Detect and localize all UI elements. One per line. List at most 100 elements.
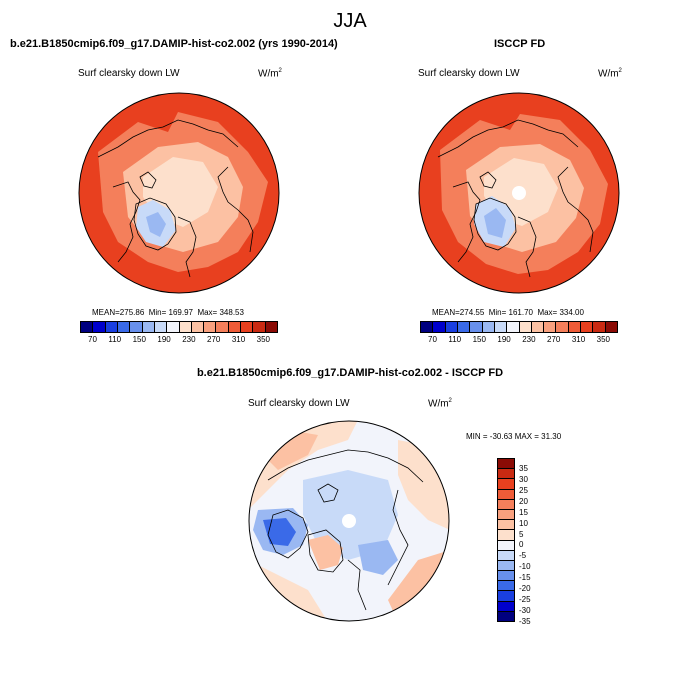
colorbar-tick-label: 70	[88, 335, 97, 344]
colorbar-swatch	[498, 581, 514, 592]
colorbar-swatch	[498, 611, 514, 621]
colorbar-tick-label: -15	[519, 573, 531, 583]
diff-panel-title: b.e21.B1850cmip6.f09_g17.DAMIP-hist-co2.…	[196, 367, 504, 379]
diff-field-europe-cool	[358, 540, 398, 575]
colorbar-swatch	[142, 322, 155, 332]
obs-map-border	[418, 92, 620, 294]
colorbar-tick-label: 15	[519, 507, 528, 517]
colorbar-swatch	[556, 322, 569, 332]
colorbar-swatch	[498, 469, 514, 480]
colorbar-tick-label: 230	[522, 335, 536, 344]
obs-pole-hole	[512, 186, 526, 200]
diff-colorbar-ticks: 35 30 25 20 15 10 5 0 -5 -10 -15 -20 -25 -30 -35	[519, 458, 531, 632]
colorbar-tick-label: 350	[596, 335, 610, 344]
diff-map-border	[248, 420, 450, 622]
model-colorbar-ticks: 70 110 150 190 230 270 310 350	[80, 333, 278, 344]
colorbar-tick-label: 0	[519, 540, 524, 550]
colorbar-tick-label: 5	[519, 529, 524, 539]
colorbar-swatch	[593, 322, 606, 332]
diff-polar-map	[248, 420, 450, 622]
colorbar-swatch	[445, 322, 458, 332]
colorbar-tick-label: 35	[519, 464, 528, 473]
model-coastlines	[97, 119, 254, 278]
colorbar-tick-label: 110	[448, 335, 462, 344]
colorbar-swatch	[105, 322, 118, 332]
colorbar-swatch	[498, 489, 514, 500]
colorbar-swatch	[498, 601, 514, 612]
colorbar-tick-label: 110	[108, 335, 122, 344]
colorbar-swatch	[498, 530, 514, 541]
colorbar-tick-label: 150	[132, 335, 146, 344]
colorbar-swatch	[93, 322, 106, 332]
colorbar-tick-label: -10	[519, 562, 531, 572]
obs-coastlines	[437, 119, 594, 278]
colorbar-tick-label: 350	[256, 335, 270, 344]
colorbar-tick-label: -5	[519, 551, 527, 561]
colorbar-swatch	[498, 550, 514, 561]
colorbar-tick-label: 310	[571, 335, 586, 344]
colorbar-swatch	[494, 322, 508, 332]
colorbar-tick-label: 30	[519, 474, 528, 484]
colorbar-swatch	[498, 560, 514, 572]
colorbar-tick-label: 150	[472, 335, 486, 344]
diff-pole-hole	[342, 514, 356, 528]
colorbar-swatch	[498, 591, 514, 602]
colorbar-swatch	[498, 540, 514, 551]
colorbar-swatch	[433, 322, 446, 332]
obs-stats: MEAN=274.55 Min= 161.70 Max= 334.00	[432, 308, 584, 317]
colorbar-swatch	[265, 322, 277, 332]
colorbar-tick-label: 270	[547, 335, 561, 344]
colorbar-swatch	[228, 322, 242, 332]
colorbar-tick-label: 310	[231, 335, 246, 344]
colorbar-swatch	[498, 479, 514, 490]
colorbar-swatch	[216, 322, 229, 332]
colorbar-swatch	[544, 322, 557, 332]
diff-units-label: W/m2	[428, 398, 452, 410]
obs-panel-title: ISCCP FD	[494, 38, 546, 50]
model-units-label: W/m2	[258, 68, 282, 80]
obs-variable-label: Surf clearsky down LW	[418, 68, 520, 79]
colorbar-tick-label: -30	[519, 605, 531, 615]
diff-field-baffin-warm	[308, 535, 343, 570]
colorbar-swatch	[605, 322, 617, 332]
colorbar-swatch	[117, 322, 131, 332]
model-polar-map	[78, 92, 280, 294]
colorbar-swatch	[421, 322, 434, 332]
colorbar-swatch	[498, 499, 514, 510]
model-colorbar-cells	[80, 321, 278, 333]
colorbar-tick-label: 25	[519, 485, 528, 495]
model-colorbar: 70 110 150 190 230 270 310 350	[80, 321, 278, 344]
colorbar-swatch	[191, 322, 205, 332]
colorbar-swatch	[519, 322, 532, 332]
obs-colorbar-cells	[420, 321, 618, 333]
colorbar-swatch	[498, 509, 514, 521]
colorbar-tick-label: -20	[519, 584, 531, 594]
colorbar-tick-label: 270	[207, 335, 221, 344]
colorbar-swatch	[482, 322, 495, 332]
diff-colorbar-cells	[497, 458, 515, 622]
model-map-border	[78, 92, 280, 294]
colorbar-swatch	[204, 322, 217, 332]
model-variable-label: Surf clearsky down LW	[78, 68, 180, 79]
colorbar-tick-label: 190	[497, 335, 511, 344]
colorbar-swatch	[241, 322, 254, 332]
figure-title: JJA	[333, 10, 367, 32]
colorbar-swatch	[130, 322, 143, 332]
colorbar-swatch	[531, 322, 545, 332]
obs-field-greenland-core	[484, 208, 506, 238]
colorbar-tick-label: -25	[519, 595, 531, 605]
colorbar-tick-label: -35	[519, 616, 531, 626]
colorbar-swatch	[81, 322, 94, 332]
obs-polar-map	[418, 92, 620, 294]
colorbar-swatch	[498, 571, 514, 582]
colorbar-swatch	[498, 459, 514, 470]
colorbar-swatch	[154, 322, 168, 332]
model-field-greenland-core	[146, 212, 166, 237]
diff-stats: MIN = -30.63 MAX = 31.30	[466, 432, 562, 441]
colorbar-swatch	[167, 322, 180, 332]
colorbar-swatch	[498, 520, 514, 531]
colorbar-swatch	[470, 322, 483, 332]
colorbar-tick-label: 230	[182, 335, 196, 344]
colorbar-tick-label: 70	[428, 335, 437, 344]
colorbar-tick-label: 10	[519, 518, 528, 528]
